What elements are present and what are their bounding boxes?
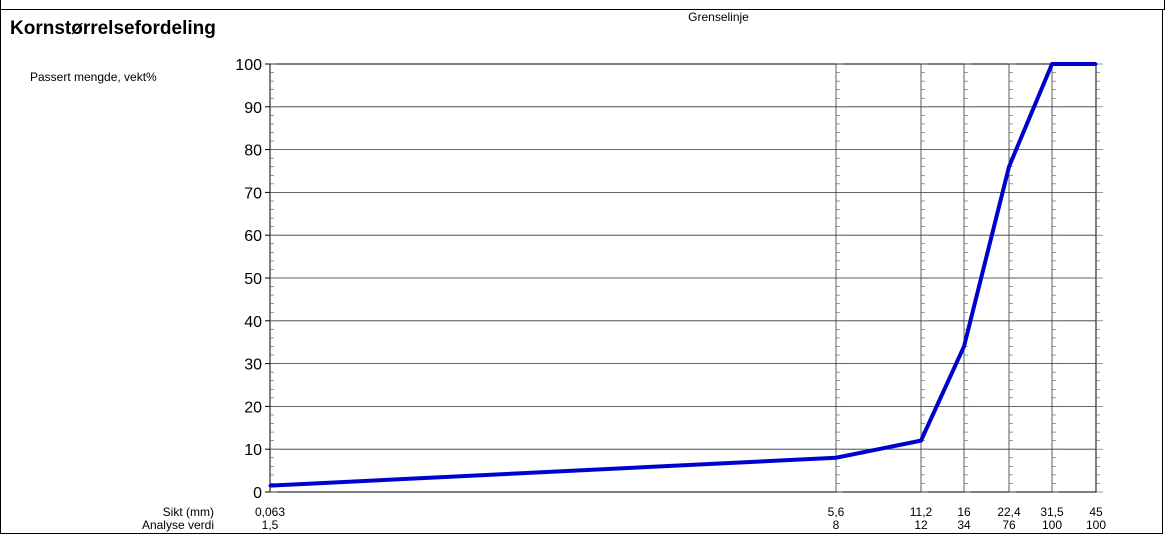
sieve-row-label: Sikt (mm)	[163, 505, 214, 519]
chart-title: Kornstørrelsefordeling	[10, 18, 216, 39]
x-tick-label: 11,2	[910, 505, 933, 519]
data-point	[919, 439, 923, 443]
y-tick-label: 20	[244, 399, 262, 416]
y-tick-label: 0	[253, 485, 262, 502]
x-tick-label: 31,5	[1040, 505, 1064, 519]
sieve-minor-ticks	[270, 63, 277, 493]
analysis-row-label: Analyse verdi	[142, 518, 214, 532]
chart-frame	[0, 9, 1163, 534]
y-tick-label: 70	[244, 185, 262, 202]
y-tick-label: 40	[244, 314, 262, 331]
analysis-value-label: 100	[1042, 518, 1062, 532]
y-tick-label: 60	[244, 228, 262, 245]
y-tick-label: 100	[235, 57, 262, 74]
analysis-value-label: 34	[957, 518, 971, 532]
analysis-value-label: 8	[833, 518, 840, 532]
sieve-minor-ticks	[1096, 63, 1103, 493]
chart-subtitle: Grenselinje	[688, 10, 749, 24]
grading-curve-line	[269, 62, 1096, 488]
x-tick-label: 0,063	[255, 505, 285, 519]
x-tick-label: 22,4	[997, 505, 1021, 519]
data-point	[962, 344, 966, 348]
analysis-value-label: 12	[914, 518, 928, 532]
data-point	[1050, 62, 1054, 66]
analysis-value-label: 1,5	[262, 518, 279, 532]
sieve-minor-ticks	[836, 63, 843, 493]
x-tick-label: 16	[957, 505, 971, 519]
sieve-minor-ticks	[1052, 63, 1059, 493]
y-tick-label: 90	[244, 100, 262, 117]
y-tick-label: 30	[244, 357, 262, 374]
data-point	[1007, 165, 1011, 169]
y-axis-label: Passert mengde, vekt%	[30, 70, 157, 84]
data-point	[834, 456, 838, 460]
data-point	[1094, 62, 1098, 66]
y-tick-label: 50	[244, 271, 262, 288]
data-point	[268, 484, 272, 488]
x-tick-label: 5,6	[828, 505, 845, 519]
x-tick-label: 45	[1089, 505, 1103, 519]
analysis-value-label: 76	[1002, 518, 1016, 532]
sieve-minor-ticks	[964, 63, 971, 493]
analysis-value-label: 100	[1086, 518, 1106, 532]
sieve-minor-ticks	[1009, 63, 1016, 493]
y-tick-label: 10	[244, 442, 262, 459]
y-tick-label: 80	[244, 143, 262, 160]
